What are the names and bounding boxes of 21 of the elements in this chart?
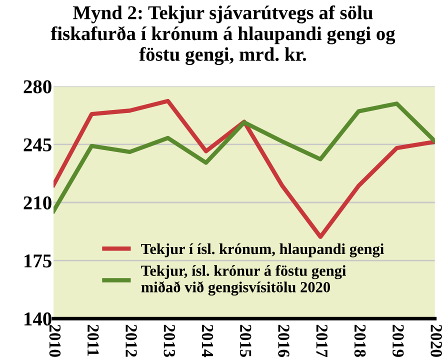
y-tick-label: 245	[24, 138, 52, 152]
x-tick-label: 2014	[202, 324, 214, 358]
y-tick-label: 210	[24, 196, 52, 210]
x-tick-label: 2018	[354, 324, 366, 357]
x-tick-label: 2011	[87, 324, 99, 356]
x-tick-label: 2013	[164, 324, 175, 357]
x-tick-label: 2012	[126, 324, 137, 357]
line-series	[54, 98, 435, 239]
line-series	[54, 102, 435, 214]
x-tick-label: 2017	[316, 324, 328, 358]
legend-label: Tekjur, ísl. krónur á föstu gengi miðað við gengisvísitölu 2020	[141, 265, 346, 296]
legend-label: Tekjur í ísl. krónum, hlaupandi gengi	[141, 243, 384, 258]
x-tick-label: 2016	[278, 324, 290, 357]
y-tick-label: 140	[24, 312, 52, 326]
y-tick-label: 280	[24, 80, 52, 94]
x-tick-label: 2015	[240, 324, 252, 357]
x-tick-label: 2010	[49, 324, 61, 357]
x-tick-label: 2019	[392, 324, 404, 357]
y-tick-label: 175	[24, 254, 52, 268]
chart-title: Mynd 2: Tekjur sjávarútvegs af sölu fiskafurða í krónum á hlaupandi gengi og föstu gengi, mrd. kr.	[50, 5, 396, 66]
x-tick-label: 2020	[430, 324, 442, 357]
